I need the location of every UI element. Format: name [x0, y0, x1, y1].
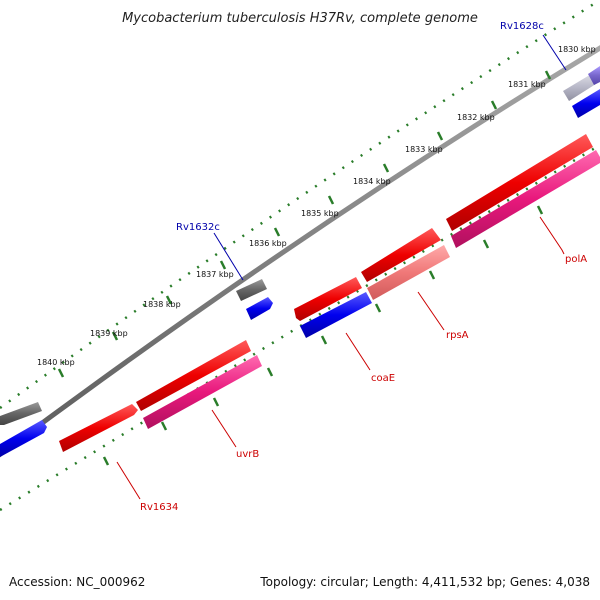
genome-title: Mycobacterium tuberculosis H37Rv, comple…	[122, 11, 478, 26]
accession-text: Accession: NC_000962	[9, 575, 145, 589]
gene-arrow-pink[interactable]	[451, 150, 600, 248]
gene-arrow-pink[interactable]	[143, 355, 262, 429]
gene-arrow-blue[interactable]	[246, 297, 273, 320]
gene-arrow-gray[interactable]	[236, 279, 267, 301]
major-ticks-inner	[102, 205, 544, 466]
gene-label-rv1634[interactable]: Rv1634	[140, 502, 178, 513]
gene-arrow-red[interactable]	[59, 404, 138, 452]
scale-label: 1837 kbp	[196, 270, 234, 279]
scale-label: 1834 kbp	[353, 177, 391, 186]
gene-label-uvrb[interactable]: uvrB	[236, 449, 259, 460]
scale-label: 1840 kbp	[37, 358, 75, 367]
gene-arrow-blue[interactable]	[0, 420, 47, 457]
gene-arrow-gray[interactable]	[0, 402, 42, 425]
genome-backbone	[0, 45, 600, 458]
gene-arrow-purple[interactable]	[588, 66, 600, 85]
gene-label-rv1628c[interactable]: Rv1628c	[500, 21, 544, 32]
major-ticks-outer	[57, 70, 552, 378]
scale-label: 1831 kbp	[508, 80, 546, 89]
leader-line	[539, 216, 565, 255]
scale-label: 1836 kbp	[249, 239, 287, 248]
gene-arrow-red[interactable]	[361, 228, 441, 282]
genome-summary: Topology: circular; Length: 4,411,532 bp…	[259, 575, 590, 589]
gene-arrow-salmon[interactable]	[367, 245, 450, 300]
scale-label: 1833 kbp	[405, 145, 443, 154]
leader-line	[542, 34, 567, 71]
scale-label: 1832 kbp	[457, 113, 495, 122]
gene-arrow-blue[interactable]	[300, 292, 372, 338]
scale-label: 1838 kbp	[143, 300, 181, 309]
scale-label: 1835 kbp	[301, 209, 339, 218]
scale-label: 1839 kbp	[90, 329, 128, 338]
leader-line	[213, 232, 244, 281]
scale-label: 1830 kbp	[558, 45, 596, 54]
gene-label-rpsa[interactable]: rpsA	[446, 330, 469, 341]
leader-line	[345, 332, 371, 371]
leader-line	[417, 291, 445, 331]
gene-arrow-blue[interactable]	[572, 89, 600, 118]
leader-line	[116, 461, 141, 500]
gene-arrow-red[interactable]	[294, 277, 362, 321]
gene-arrow-red[interactable]	[136, 340, 251, 411]
gene-label-coae[interactable]: coaE	[371, 373, 395, 384]
gene-arrow-red[interactable]	[446, 134, 593, 231]
gene-label-rv1632c[interactable]: Rv1632c	[176, 222, 220, 233]
scale-ticks-inner	[0, 143, 600, 512]
gene-arrow-light-gray[interactable]	[563, 73, 599, 101]
gene-label-pola[interactable]: polA	[565, 254, 587, 265]
leader-line	[211, 409, 237, 448]
